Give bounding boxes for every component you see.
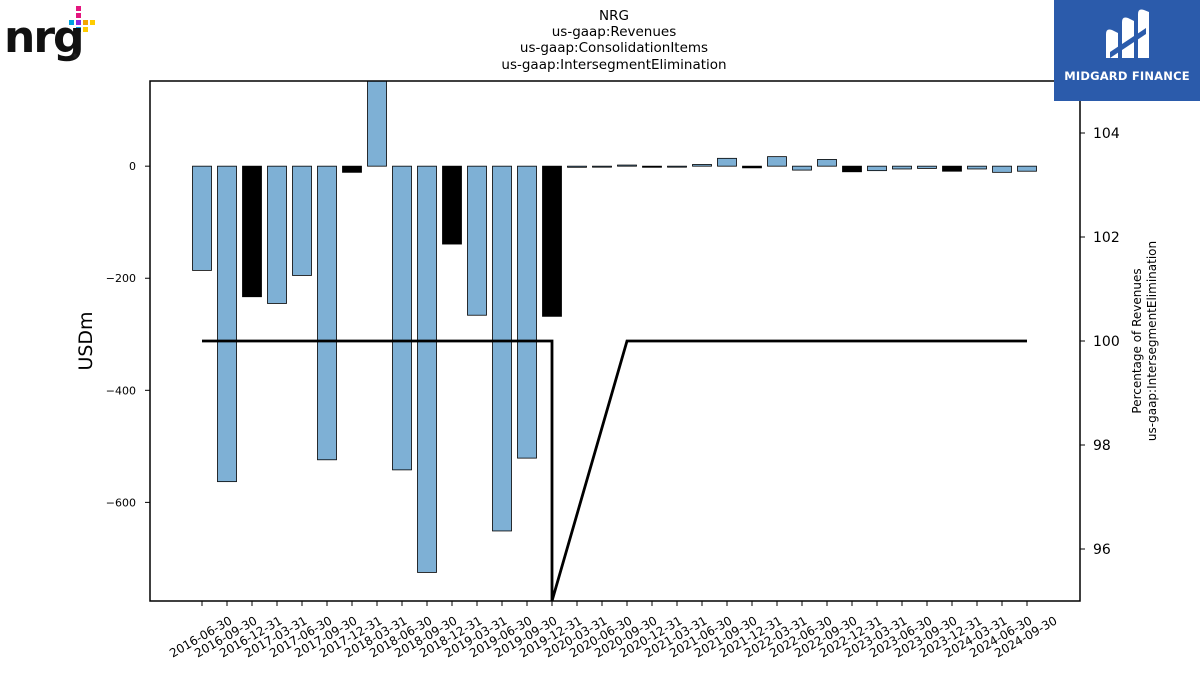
bar bbox=[892, 165, 912, 170]
y-right-tick-label: 96 bbox=[1093, 542, 1111, 558]
midgard-m-icon bbox=[1106, 9, 1149, 58]
bar bbox=[942, 165, 962, 172]
bar bbox=[292, 165, 312, 276]
bar bbox=[467, 165, 487, 316]
bar bbox=[242, 165, 262, 298]
bar bbox=[767, 156, 787, 167]
nrg-cross-icon bbox=[69, 6, 95, 32]
y-tick-label: 0 bbox=[129, 160, 136, 173]
bar bbox=[442, 165, 462, 245]
bar bbox=[692, 164, 712, 167]
bar bbox=[592, 165, 612, 168]
nrg-logo-text: nrg bbox=[4, 12, 85, 63]
chart-title-block: NRG us-gaap:Revenues us-gaap:Consolidati… bbox=[501, 8, 726, 73]
y-tick-label: −200 bbox=[106, 272, 136, 285]
bar bbox=[392, 165, 412, 471]
y-right-tick-label: 100 bbox=[1093, 334, 1120, 350]
bar bbox=[617, 164, 637, 167]
y-right-tick-label: 104 bbox=[1093, 126, 1120, 142]
bar bbox=[542, 165, 562, 317]
y-axis-right-label-line: Percentage of Revenues bbox=[1130, 268, 1144, 413]
chart-title-line: us-gaap:IntersegmentElimination bbox=[501, 57, 726, 73]
bar bbox=[792, 165, 812, 171]
bar-series bbox=[192, 80, 1037, 573]
bar bbox=[642, 165, 662, 168]
nrg-logo: nrg ® bbox=[4, 4, 104, 74]
y-right-tick-label: 102 bbox=[1093, 230, 1120, 246]
bar bbox=[817, 159, 837, 167]
bar bbox=[342, 165, 362, 173]
midgard-finance-logo: MIDGARD FINANCE bbox=[1054, 0, 1200, 101]
y-right-tick-label: 98 bbox=[1093, 438, 1111, 454]
bar bbox=[1017, 165, 1037, 172]
bar bbox=[667, 165, 687, 168]
bar bbox=[217, 165, 237, 483]
y-tick-label: −600 bbox=[106, 496, 136, 509]
pct-line-series bbox=[202, 339, 1027, 602]
bar bbox=[742, 165, 762, 169]
x-axis: 2016-06-302016-09-302016-12-312017-03-31… bbox=[167, 601, 1060, 660]
bar bbox=[992, 165, 1012, 173]
pct-line bbox=[202, 339, 1027, 602]
bar bbox=[842, 165, 862, 173]
bar bbox=[717, 157, 737, 167]
y-axis-left: 0 −200 −400 −600 bbox=[106, 160, 150, 509]
bar bbox=[567, 165, 587, 168]
midgard-finance-logo-text: MIDGARD FINANCE bbox=[1064, 69, 1190, 83]
bar bbox=[917, 165, 937, 169]
y-axis-label: USDm bbox=[75, 311, 97, 370]
bar bbox=[267, 165, 287, 304]
bar bbox=[417, 165, 437, 573]
bar bbox=[492, 165, 512, 532]
y-axis-right-label-line: us-gaap:IntersegmentElimination bbox=[1145, 241, 1159, 441]
registered-mark: ® bbox=[72, 53, 78, 60]
bar bbox=[517, 165, 537, 459]
y-axis-right: 104 102 100 98 96 bbox=[1080, 126, 1120, 558]
chart-title-line: NRG bbox=[599, 8, 629, 24]
bar bbox=[192, 165, 212, 271]
y-tick-label: −400 bbox=[106, 384, 136, 397]
bar bbox=[367, 80, 387, 167]
bar bbox=[867, 165, 887, 172]
chart-title-line: us-gaap:ConsolidationItems bbox=[520, 40, 708, 56]
bar bbox=[967, 165, 987, 170]
chart-title-line: us-gaap:Revenues bbox=[552, 24, 677, 40]
bar bbox=[317, 165, 337, 461]
